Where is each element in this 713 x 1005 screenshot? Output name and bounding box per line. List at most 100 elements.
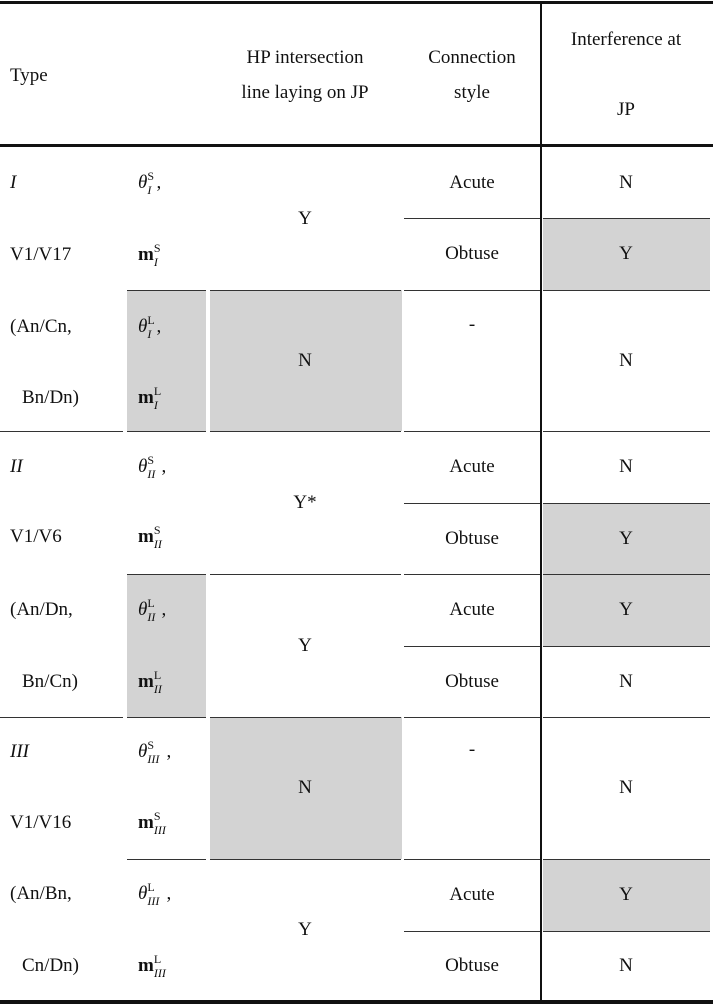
hp-intersection-value: N bbox=[298, 777, 312, 798]
vector-m: m bbox=[138, 387, 154, 408]
subscript: II bbox=[147, 609, 156, 624]
type-label: V1/V17 bbox=[10, 244, 72, 265]
connection-style-value: Obtuse bbox=[445, 670, 499, 692]
parameter-symbol: θ S III, bbox=[138, 739, 171, 765]
row-divider bbox=[404, 931, 540, 932]
type-label: Bn/Cn) bbox=[22, 671, 78, 692]
superscript: L bbox=[153, 667, 162, 682]
connection-style-value: Obtuse bbox=[445, 527, 499, 549]
row-divider bbox=[404, 290, 540, 291]
superscript: L bbox=[147, 312, 155, 327]
hp-intersection-value: Y* bbox=[293, 491, 317, 513]
type-label: III bbox=[10, 741, 29, 762]
hp-intersection-value: Y bbox=[298, 207, 312, 229]
hp-cell-shade bbox=[210, 290, 402, 431]
type-label: Bn/Dn) bbox=[22, 387, 79, 408]
parameter-symbol: θ L III, bbox=[138, 879, 172, 907]
row-divider bbox=[543, 218, 710, 219]
vector-m: m bbox=[138, 526, 154, 547]
row-divider bbox=[543, 646, 710, 647]
suffix: , bbox=[166, 883, 172, 904]
parameter-symbol: θ L II, bbox=[138, 595, 167, 624]
parameter-symbol: m L III bbox=[138, 951, 173, 979]
row-divider bbox=[404, 574, 540, 575]
parameter-symbol: m S II bbox=[138, 522, 168, 551]
subscript: II bbox=[153, 536, 162, 551]
row-divider bbox=[210, 859, 401, 860]
header-type: Type bbox=[10, 65, 48, 86]
superscript: S bbox=[147, 168, 155, 183]
type-label: I bbox=[10, 172, 17, 193]
interference-cell-shade bbox=[543, 859, 710, 931]
vector-m: m bbox=[138, 671, 154, 692]
column-divider bbox=[540, 1, 542, 1004]
row-divider bbox=[404, 218, 540, 219]
row-divider bbox=[404, 431, 540, 432]
row-divider bbox=[543, 859, 710, 860]
parameter-cell-shade bbox=[127, 646, 206, 717]
interference-value: N bbox=[619, 456, 633, 477]
theta: θ bbox=[138, 316, 148, 337]
row-divider bbox=[127, 431, 206, 432]
interference-value: N bbox=[619, 349, 633, 371]
interference-value: N bbox=[619, 670, 633, 692]
suffix: , bbox=[161, 456, 167, 477]
type-label: II bbox=[10, 456, 23, 477]
superscript: S bbox=[153, 522, 161, 537]
connection-style-value: Acute bbox=[449, 884, 495, 905]
interference-cell-shade bbox=[543, 218, 710, 290]
connection-style-value: Obtuse bbox=[445, 243, 499, 264]
suffix: , bbox=[156, 172, 162, 193]
header-connection-line1: Connection bbox=[428, 47, 516, 68]
interference-value: Y bbox=[619, 243, 633, 264]
vector-m: m bbox=[138, 955, 154, 976]
parameter-cell-shade bbox=[127, 290, 206, 360]
interference-value: Y bbox=[619, 884, 633, 905]
bottom-rule bbox=[0, 1000, 713, 1004]
parameter-symbol: m L II bbox=[138, 667, 168, 696]
interference-value: N bbox=[619, 171, 633, 193]
subscript: II bbox=[147, 466, 156, 481]
connection-style-value: Obtuse bbox=[445, 954, 499, 976]
superscript: L bbox=[147, 879, 155, 894]
header-connection-line2: style bbox=[454, 82, 490, 103]
superscript: L bbox=[153, 951, 162, 966]
suffix: , bbox=[161, 599, 167, 620]
row-divider bbox=[543, 503, 710, 504]
row-divider bbox=[0, 717, 123, 718]
row-divider bbox=[543, 717, 710, 718]
interference-value: Y bbox=[619, 599, 633, 620]
vector-m: m bbox=[138, 812, 154, 833]
row-divider bbox=[127, 290, 206, 291]
superscript: S bbox=[153, 808, 161, 823]
row-divider bbox=[543, 574, 710, 575]
hp-cell-shade bbox=[210, 717, 402, 859]
suffix: , bbox=[156, 316, 162, 337]
subscript: I bbox=[147, 326, 152, 341]
row-divider bbox=[210, 717, 401, 718]
parameter-symbol: θ S II, bbox=[138, 454, 167, 481]
hp-intersection-value: N bbox=[298, 349, 312, 371]
connection-style-value: - bbox=[468, 739, 476, 760]
header-interference-line1: Interference at bbox=[570, 29, 682, 50]
connection-style-value: Acute bbox=[449, 456, 495, 477]
row-divider bbox=[127, 717, 206, 718]
hp-intersection-value: Y bbox=[298, 918, 312, 940]
connection-style-value: Acute bbox=[449, 171, 495, 193]
row-divider bbox=[404, 859, 540, 860]
hp-intersection-value: Y bbox=[298, 634, 312, 656]
vector-m: m bbox=[138, 244, 154, 265]
header-hp-line1: HP intersection bbox=[246, 47, 364, 68]
type-label: (An/Bn, bbox=[10, 883, 72, 904]
subscript: II bbox=[153, 681, 162, 696]
row-divider bbox=[543, 931, 710, 932]
type-label: V1/V6 bbox=[10, 526, 62, 547]
interference-value: N bbox=[619, 777, 633, 798]
subscript: I bbox=[147, 182, 152, 197]
superscript: L bbox=[147, 595, 155, 610]
header-hp-line2: line laying on JP bbox=[241, 82, 369, 103]
interference-value: Y bbox=[619, 527, 633, 549]
